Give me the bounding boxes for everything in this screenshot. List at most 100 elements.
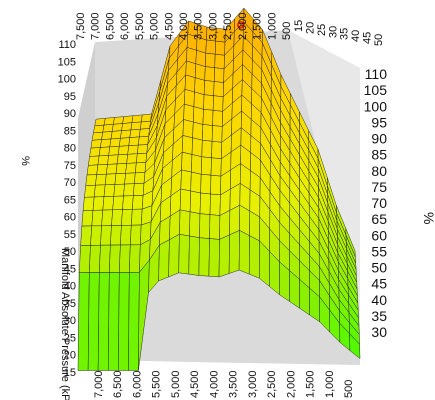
surface-cell (191, 137, 203, 158)
z-tick-left: 45 (64, 263, 76, 275)
surface-cell (80, 225, 93, 246)
bottom-tick: 6,000 (131, 370, 143, 398)
surface-cell (126, 153, 138, 164)
depth-tick: 50 (373, 34, 385, 46)
surface-cell (99, 244, 111, 273)
surface-cell (205, 39, 216, 55)
surface-cell (183, 103, 195, 123)
z-tick-left: 20 (64, 350, 76, 362)
z-tick-left: 50 (64, 246, 76, 258)
surface-cell (203, 80, 215, 96)
surface-cell (123, 183, 135, 197)
z-tick-left: 90 (64, 108, 76, 120)
z-tick-right: 80 (371, 163, 387, 179)
bottom-tick: 4,000 (208, 370, 220, 398)
top-axis-tick: 2,500 (222, 12, 234, 40)
top-axis-tick: 7,500 (75, 12, 87, 40)
surface-cell (199, 213, 211, 239)
surface-cell (179, 209, 191, 237)
surface-cell (94, 118, 106, 127)
surface-cell (133, 183, 145, 196)
surface-cell (182, 119, 194, 139)
surface-cell (96, 164, 108, 175)
surface-cell (103, 117, 115, 126)
z-tick-left: 110 (58, 39, 76, 51)
z-tick-right: 85 (371, 147, 387, 163)
z-tick-left: 80 (64, 143, 76, 155)
z-tick-right: 45 (371, 276, 387, 292)
surface-cell (194, 77, 205, 95)
surface-cell (129, 244, 141, 273)
top-axis-tick: 6,500 (104, 12, 116, 40)
bottom-tick: 2,000 (285, 370, 297, 398)
surface-cell (238, 230, 250, 275)
top-axis-tick: 3,500 (193, 12, 205, 40)
depth-tick: 20 (304, 22, 316, 34)
surface-cell (116, 154, 128, 165)
surface-cell (200, 156, 212, 176)
surface-cell (109, 138, 121, 148)
surface-cell (84, 184, 96, 198)
surface-cell (121, 122, 133, 131)
surface-cell (89, 244, 101, 273)
surface-cell (114, 173, 126, 185)
surface-cell (188, 235, 200, 276)
surface-cell (211, 125, 223, 143)
z-tick-right: 40 (371, 292, 387, 308)
z-tick-left: 25 (64, 332, 76, 344)
surface-cell (213, 81, 224, 98)
surface-cell (85, 174, 97, 186)
surface-cell (103, 184, 116, 197)
surface-cell (97, 272, 110, 371)
surface-cell (201, 139, 213, 159)
surface-cell (139, 128, 150, 138)
top-axis-tick: 5,500 (134, 12, 146, 40)
surface-cell (202, 124, 213, 142)
surface-cell (81, 210, 94, 227)
z-tick-right: 100 (364, 98, 388, 114)
z-tick-right: 55 (371, 243, 387, 259)
z-tick-right: 90 (371, 131, 387, 147)
bottom-tick: 3,500 (228, 370, 240, 398)
surface-cell (88, 155, 100, 166)
surface-cell (98, 146, 111, 157)
surface-cell (209, 214, 221, 240)
surface-cell (202, 109, 214, 126)
depth-tick: 45 (362, 32, 374, 44)
surface-cell (134, 172, 146, 184)
surface-cell (140, 120, 151, 130)
surface-cell (184, 89, 195, 107)
z-tick-left: 75 (64, 160, 76, 172)
z-tick-right: 105 (364, 82, 388, 98)
bottom-tick: 6,500 (112, 370, 124, 398)
top-axis-tick: 4,000 (178, 12, 190, 40)
surface-cell (178, 234, 190, 275)
surface-cell (131, 114, 143, 123)
surface-cell (113, 116, 125, 125)
z-tick-left: 105 (58, 56, 76, 68)
z-tick-left: 60 (64, 212, 76, 224)
surface-cell (113, 183, 125, 197)
surface-cell (87, 272, 100, 371)
top-axis-tick: 7,000 (90, 12, 102, 40)
surface-cell (90, 139, 102, 149)
surface-cell (130, 224, 142, 246)
surface-cell (106, 163, 118, 175)
surface-cell (108, 146, 120, 156)
z-tick-right: 60 (371, 227, 387, 243)
surface-cell (192, 121, 204, 141)
surface-cell (218, 234, 230, 278)
surface-cell (136, 152, 148, 164)
surface-cell (213, 67, 225, 83)
surface-cell (118, 272, 130, 371)
bottom-tick: 5,500 (151, 370, 163, 398)
surface-cell (102, 196, 115, 211)
z-unit-right: % (421, 212, 435, 224)
surface-cell (193, 106, 204, 125)
surface-cell (229, 204, 241, 236)
surface-cell (110, 225, 122, 246)
z-tick-right: 95 (371, 114, 387, 130)
surface-cell (198, 237, 210, 277)
surface-cell (100, 138, 112, 148)
